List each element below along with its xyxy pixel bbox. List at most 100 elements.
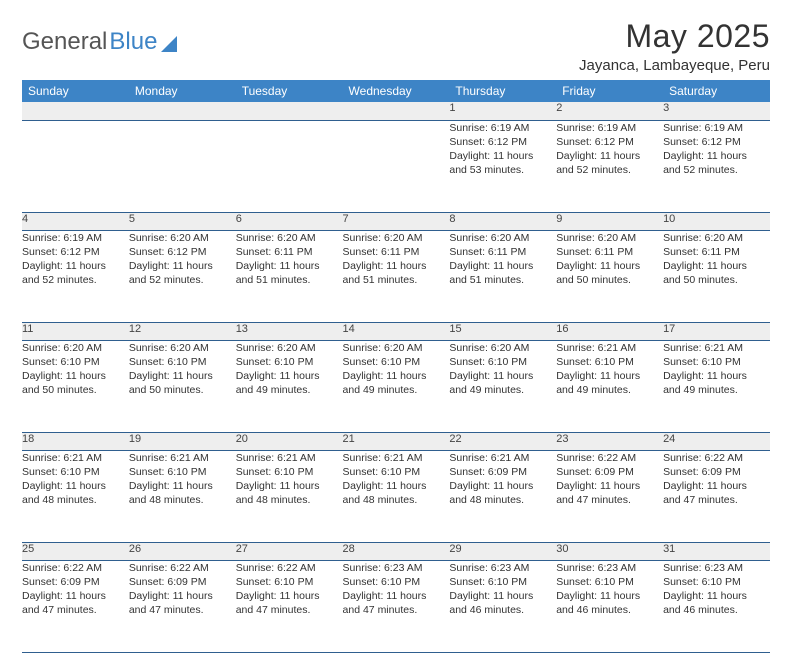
daylight-text-1: Daylight: 11 hours (343, 589, 450, 603)
day-cell (129, 120, 236, 212)
day-number: 11 (22, 322, 129, 340)
sunrise-text: Sunrise: 6:20 AM (663, 231, 770, 245)
daylight-text-1: Daylight: 11 hours (343, 479, 450, 493)
daylight-text-1: Daylight: 11 hours (449, 589, 556, 603)
daylight-text-2: and 49 minutes. (663, 383, 770, 397)
day-cell: Sunrise: 6:21 AMSunset: 6:10 PMDaylight:… (663, 340, 770, 432)
day-content-row: Sunrise: 6:19 AMSunset: 6:12 PM Daylight:… (22, 230, 770, 322)
day-number: 31 (663, 542, 770, 560)
daylight-text-2: and 48 minutes. (236, 493, 343, 507)
day-number (129, 102, 236, 120)
day-content-row: Sunrise: 6:22 AMSunset: 6:09 PMDaylight:… (22, 560, 770, 652)
sunset-text: Sunset: 6:12 PM (129, 245, 236, 259)
day-number: 21 (343, 432, 450, 450)
daylight-text-1: Daylight: 11 hours (663, 259, 770, 273)
day-number: 8 (449, 212, 556, 230)
sunrise-text: Sunrise: 6:20 AM (343, 231, 450, 245)
weekday-header: Sunday (22, 80, 129, 102)
day-cell: Sunrise: 6:22 AMSunset: 6:10 PMDaylight:… (236, 560, 343, 652)
day-cell: Sunrise: 6:21 AMSunset: 6:09 PMDaylight:… (449, 450, 556, 542)
sunrise-text: Sunrise: 6:22 AM (22, 561, 129, 575)
sunset-text: Sunset: 6:12 PM (556, 135, 663, 149)
day-cell: Sunrise: 6:20 AMSunset: 6:11 PMDaylight:… (556, 230, 663, 322)
day-number-row: 45678910 (22, 212, 770, 230)
day-number: 27 (236, 542, 343, 560)
day-cell: Sunrise: 6:20 AMSunset: 6:11 PMDaylight:… (343, 230, 450, 322)
location-text: Jayanca, Lambayeque, Peru (579, 57, 770, 74)
title-block: May 2025 Jayanca, Lambayeque, Peru (579, 18, 770, 74)
daylight-text-1: Daylight: 11 hours (343, 259, 450, 273)
daylight-text-1: Daylight: 11 hours (22, 369, 129, 383)
daylight-text-2: and 52 minutes. (129, 273, 236, 287)
day-number: 17 (663, 322, 770, 340)
sunset-text: Sunset: 6:11 PM (556, 245, 663, 259)
daylight-text-1: Daylight: 11 hours (663, 479, 770, 493)
day-number: 22 (449, 432, 556, 450)
daylight-text-1: Daylight: 11 hours (556, 369, 663, 383)
sunset-text: Sunset: 6:10 PM (556, 355, 663, 369)
day-number (343, 102, 450, 120)
daylight-text-2: and 50 minutes. (129, 383, 236, 397)
daylight-text-2: and 53 minutes. (449, 163, 556, 177)
day-cell: Sunrise: 6:20 AMSunset: 6:10 PMDaylight:… (236, 340, 343, 432)
sunset-text: Sunset: 6:09 PM (663, 465, 770, 479)
sunset-text: Sunset: 6:10 PM (343, 575, 450, 589)
daylight-text-2: and 47 minutes. (129, 603, 236, 617)
sunset-text: Sunset: 6:10 PM (129, 355, 236, 369)
day-number: 7 (343, 212, 450, 230)
sunrise-text: Sunrise: 6:20 AM (236, 231, 343, 245)
sunrise-text: Sunrise: 6:21 AM (556, 341, 663, 355)
daylight-text-2: and 47 minutes. (22, 603, 129, 617)
daylight-text-2: and 50 minutes. (22, 383, 129, 397)
sunset-text: Sunset: 6:11 PM (236, 245, 343, 259)
day-number: 15 (449, 322, 556, 340)
sunrise-text: Sunrise: 6:19 AM (22, 231, 129, 245)
sunrise-text: Sunrise: 6:22 AM (129, 561, 236, 575)
day-number-row: 123 (22, 102, 770, 120)
sunrise-text: Sunrise: 6:23 AM (343, 561, 450, 575)
sunrise-text: Sunrise: 6:22 AM (663, 451, 770, 465)
day-cell: Sunrise: 6:20 AMSunset: 6:10 PMDaylight:… (129, 340, 236, 432)
sunset-text: Sunset: 6:10 PM (236, 575, 343, 589)
sunset-text: Sunset: 6:12 PM (449, 135, 556, 149)
daylight-text-1: Daylight: 11 hours (129, 369, 236, 383)
day-number: 13 (236, 322, 343, 340)
sunrise-text: Sunrise: 6:20 AM (236, 341, 343, 355)
daylight-text-2: and 46 minutes. (449, 603, 556, 617)
daylight-text-2: and 49 minutes. (556, 383, 663, 397)
day-number: 23 (556, 432, 663, 450)
daylight-text-1: Daylight: 11 hours (236, 369, 343, 383)
day-cell: Sunrise: 6:22 AMSunset: 6:09 PMDaylight:… (663, 450, 770, 542)
day-number: 19 (129, 432, 236, 450)
sunset-text: Sunset: 6:10 PM (556, 575, 663, 589)
daylight-text-1: Daylight: 11 hours (449, 369, 556, 383)
day-cell (236, 120, 343, 212)
day-number: 4 (22, 212, 129, 230)
day-cell: Sunrise: 6:21 AMSunset: 6:10 PMDaylight:… (343, 450, 450, 542)
sunset-text: Sunset: 6:11 PM (343, 245, 450, 259)
sunrise-text: Sunrise: 6:23 AM (556, 561, 663, 575)
day-cell: Sunrise: 6:23 AMSunset: 6:10 PMDaylight:… (449, 560, 556, 652)
sunset-text: Sunset: 6:10 PM (129, 465, 236, 479)
weekday-header: Saturday (663, 80, 770, 102)
sunset-text: Sunset: 6:10 PM (343, 355, 450, 369)
sunrise-text: Sunrise: 6:22 AM (556, 451, 663, 465)
sunset-text: Sunset: 6:11 PM (663, 245, 770, 259)
logo-triangle-icon (161, 36, 177, 52)
daylight-text-1: Daylight: 11 hours (663, 589, 770, 603)
header: GeneralBlue May 2025 Jayanca, Lambayeque… (22, 18, 770, 74)
sunset-text: Sunset: 6:09 PM (449, 465, 556, 479)
day-number-row: 18192021222324 (22, 432, 770, 450)
day-cell (22, 120, 129, 212)
day-cell: Sunrise: 6:22 AMSunset: 6:09 PMDaylight:… (556, 450, 663, 542)
sunrise-text: Sunrise: 6:22 AM (236, 561, 343, 575)
daylight-text-2: and 50 minutes. (556, 273, 663, 287)
day-content-row: Sunrise: 6:21 AMSunset: 6:10 PMDaylight:… (22, 450, 770, 542)
sunrise-text: Sunrise: 6:20 AM (129, 341, 236, 355)
daylight-text-2: and 48 minutes. (129, 493, 236, 507)
weekday-header: Thursday (449, 80, 556, 102)
day-number: 10 (663, 212, 770, 230)
day-content-row: Sunrise: 6:19 AMSunset: 6:12 PMDaylight:… (22, 120, 770, 212)
daylight-text-1: Daylight: 11 hours (236, 589, 343, 603)
daylight-text-2: and 47 minutes. (236, 603, 343, 617)
